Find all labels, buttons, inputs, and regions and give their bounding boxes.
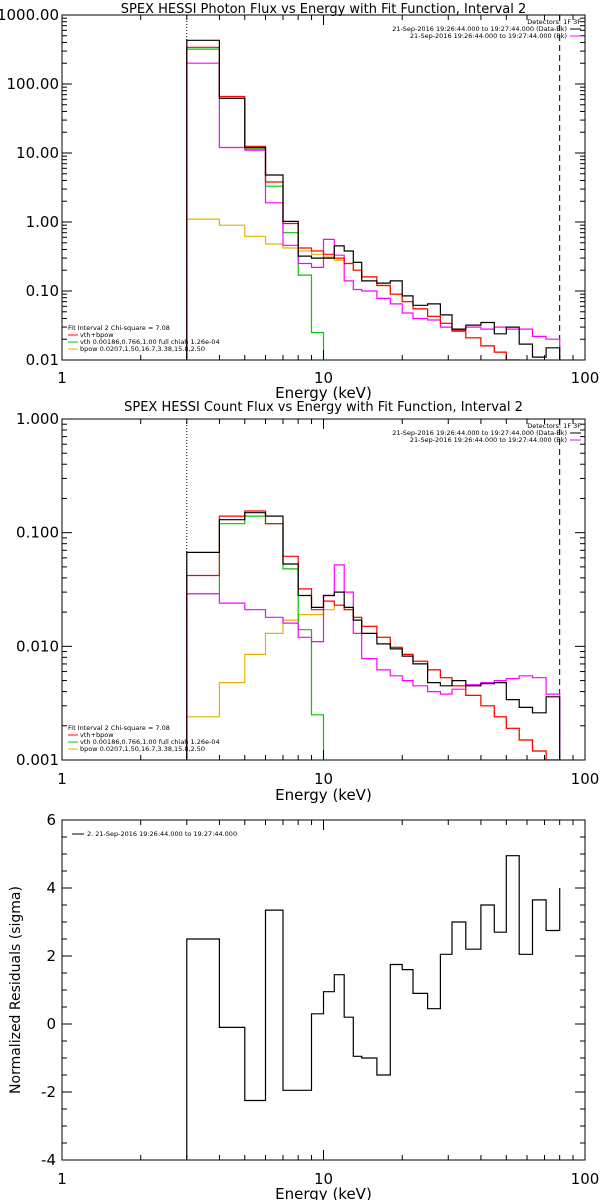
series-group <box>186 39 561 360</box>
legend-entry: vth 0.00186,0.766,1.00 full chiah 1.26e-… <box>80 738 220 746</box>
chart-title: SPEX HESSI Photon Flux vs Energy with Fi… <box>121 2 527 17</box>
y-tick-label: 0.010 <box>16 637 59 655</box>
legend-entry: 2. 21-Sep-2016 19:26:44.000 to 19:27:44.… <box>87 830 237 838</box>
y-axis-label: Normalized Residuals (sigma) <box>8 886 24 1094</box>
series-data <box>186 39 561 360</box>
x-axis-label: Energy (keV) <box>275 384 372 402</box>
legend-entry: vth+bpow <box>80 331 114 339</box>
series-data <box>186 512 561 760</box>
plot-frame <box>61 14 586 361</box>
legend-entry: vth 0.00186,0.766,1.00 full chiah 1.26e-… <box>80 338 220 346</box>
x-tick-label: 100 <box>571 369 600 387</box>
legend-entry: vth+bpow <box>80 731 114 739</box>
x-tick-label: 10 <box>314 369 333 387</box>
legend-fit-info: Fit Interval 2 Chi-square = 7.08 <box>68 324 170 332</box>
y-tick-label: 4 <box>46 879 56 897</box>
series-group <box>186 855 561 1160</box>
series-bpow <box>186 604 561 760</box>
panel-1: SPEX HESSI Photon Flux vs Energy with Fi… <box>0 2 600 402</box>
legend-entry: 21-Sep-2016 19:26:44.000 to 19:27:44.000… <box>392 429 567 437</box>
legend-entry: 21-Sep-2016 19:26:44.000 to 19:27:44.000… <box>392 25 567 33</box>
panel-2: SPEX HESSI Count Flux vs Energy with Fit… <box>16 400 600 804</box>
series-bk <box>186 62 561 360</box>
series-data <box>186 855 561 1160</box>
x-tick-label: 10 <box>314 770 333 788</box>
legend-entry: bpow 0.0207,1.50,16.7,3.38,15.8,2.50 <box>80 745 205 753</box>
legend-entry: 21-Sep-2016 19:26:44.000 to 19:27:44.000… <box>410 32 567 40</box>
legend-detectors: Detectors: 1F 3F <box>527 18 581 26</box>
legend-detectors: Detectors: 1F 3F <box>527 422 581 430</box>
x-tick-label: 1 <box>57 369 67 387</box>
y-tick-label: -2 <box>41 1083 56 1101</box>
y-tick-label: 1.000 <box>16 410 59 428</box>
y-tick-label: 1000.00 <box>0 6 59 24</box>
y-tick-label: 6 <box>46 811 56 829</box>
y-tick-label: 0 <box>46 1015 56 1033</box>
series-total <box>186 510 561 760</box>
series-vth <box>186 515 325 760</box>
series-bk <box>186 564 561 760</box>
series-group <box>186 510 561 760</box>
y-tick-label: 1.00 <box>26 213 59 231</box>
x-tick-label: 1 <box>57 1170 67 1188</box>
y-tick-label: 100.00 <box>7 75 60 93</box>
x-tick-label: 100 <box>571 770 600 788</box>
legend-entry: 21-Sep-2016 19:26:44.000 to 19:27:44.000… <box>410 436 567 444</box>
plot-frame <box>61 418 586 761</box>
legend-entry: bpow 0.0207,1.50,16.7,3.38,15.8,2.50 <box>80 345 205 353</box>
x-tick-label: 1 <box>57 770 67 788</box>
y-tick-label: -4 <box>41 1151 56 1169</box>
y-tick-label: 10.00 <box>16 144 59 162</box>
y-tick-label: 0.001 <box>16 751 59 769</box>
y-tick-label: 0.10 <box>26 282 59 300</box>
y-tick-label: 2 <box>46 947 56 965</box>
panel-3: 1 10 100 Energy (keV) 6 4 2 0 -2 -4 Normalized Res… <box>8 811 599 1200</box>
legend-fit-info: Fit Interval 2 Chi-square = 7.08 <box>68 724 170 732</box>
x-tick-label: 100 <box>571 1170 600 1188</box>
y-tick-label: 0.100 <box>16 524 59 542</box>
x-tick-label: 10 <box>314 1170 333 1188</box>
y-tick-label: 0.01 <box>26 351 59 369</box>
x-axis-label: Energy (keV) <box>275 1185 372 1200</box>
x-axis-label: Energy (keV) <box>275 786 372 804</box>
chart-title: SPEX HESSI Count Flux vs Energy with Fit… <box>124 400 523 415</box>
